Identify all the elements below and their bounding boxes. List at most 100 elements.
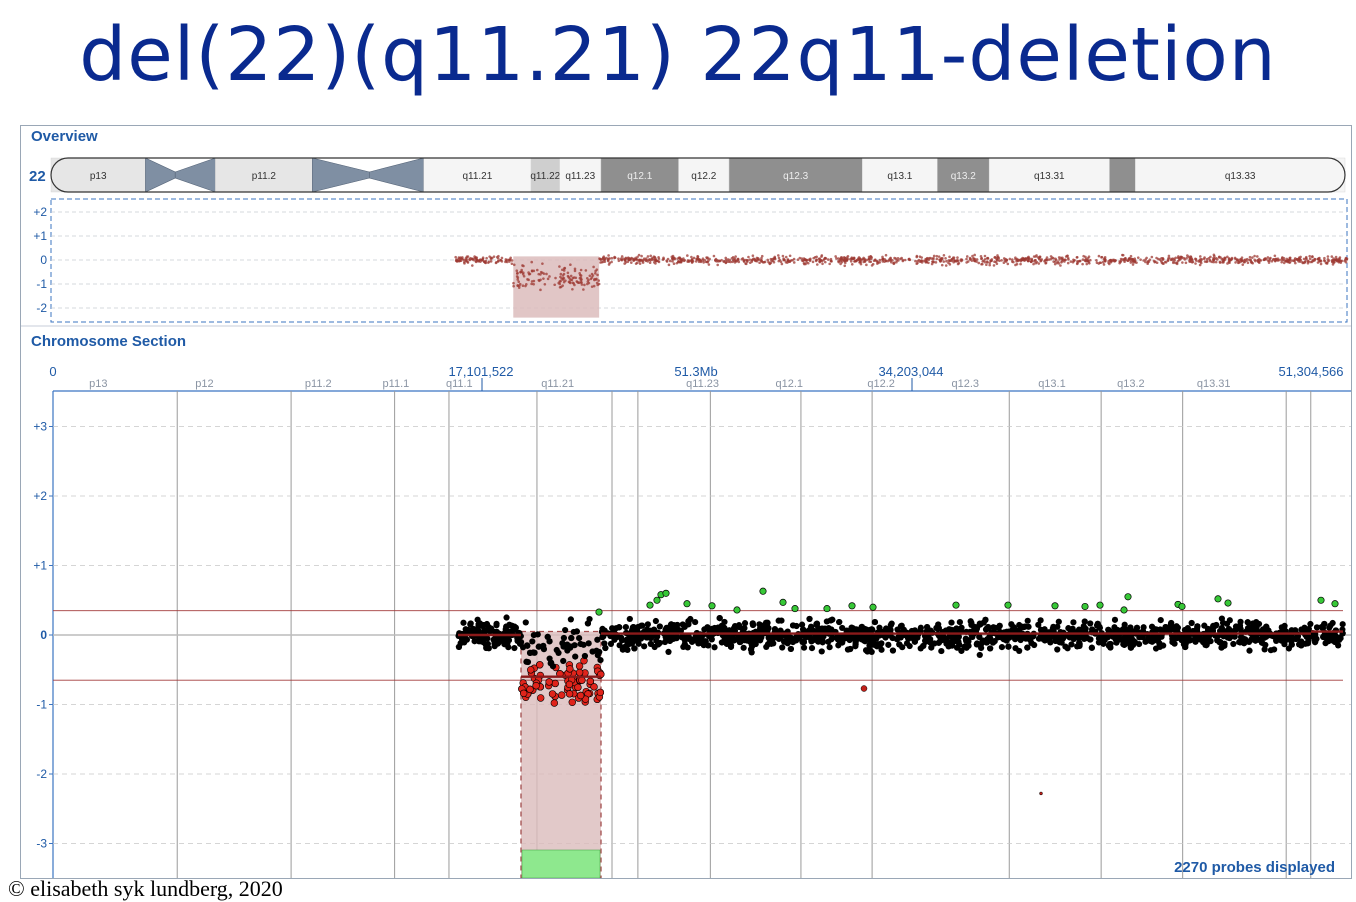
overview-probe-point: [564, 279, 567, 282]
overview-probe-point: [699, 258, 702, 262]
overview-probe-point: [884, 259, 888, 263]
probe-point: [568, 698, 576, 706]
overview-probe-point: [986, 261, 989, 264]
probe-point: [1240, 640, 1248, 647]
probe-point: [692, 618, 699, 626]
overview-probe-point: [545, 272, 548, 276]
overview-probe-point: [823, 256, 827, 260]
probe-point: [778, 617, 785, 624]
overview-probe-point: [607, 263, 611, 266]
overview-probe-point: [1212, 258, 1216, 262]
overview-probe-point: [956, 256, 959, 259]
overview-probe-point: [542, 272, 546, 275]
deletion-marker-bar[interactable]: [521, 849, 601, 878]
overview-probe-point: [995, 258, 999, 261]
ideogram-band: [1135, 157, 1346, 193]
probe-point: [1253, 624, 1260, 631]
probe-point: [920, 642, 927, 650]
probe-point: [1329, 632, 1336, 639]
overview-probe-point: [646, 255, 650, 258]
overview-probe-point: [748, 258, 752, 261]
probe-point: [1059, 635, 1067, 642]
probe-point: [1114, 626, 1121, 634]
overview-probe-point: [566, 271, 570, 275]
overview-probe-point: [1207, 256, 1211, 260]
probe-point: [504, 640, 511, 647]
overview-probe-point: [541, 262, 544, 265]
overview-probe-point: [569, 263, 572, 267]
overview-probe-point: [844, 261, 847, 265]
probe-point: [1267, 647, 1275, 654]
overview-probe-point: [1032, 262, 1035, 266]
overview-probe-point: [1045, 258, 1049, 262]
probe-point: [1055, 618, 1062, 625]
gain-probe-point: [1214, 595, 1222, 603]
overview-probe-point: [677, 259, 680, 263]
overview-probe-point: [512, 263, 516, 267]
overview-probe-point: [1032, 255, 1036, 258]
overview-probe-point: [1311, 255, 1314, 258]
overview-deletion-region[interactable]: [513, 256, 600, 318]
overview-probe-point: [1010, 258, 1014, 261]
overview-probe-point: [475, 258, 479, 262]
overview-probe-point: [1326, 257, 1330, 261]
overview-probe-point: [1199, 255, 1202, 258]
overview-probe-point: [522, 264, 525, 268]
overview-probe-point: [993, 256, 996, 259]
probe-point: [996, 622, 1003, 629]
chromosome-ideogram[interactable]: p13 p11.2 q11.21 q11.22 q11.23 q12.1 q12.2 q12.…: [50, 157, 1346, 193]
probe-point: [512, 624, 519, 631]
probe-point: [976, 651, 983, 659]
overview-probe-point: [869, 254, 873, 258]
overview-probe-point: [530, 282, 533, 286]
overview-probe-point: [893, 256, 896, 260]
overview-probe-point: [758, 261, 761, 265]
overview-probe-point: [796, 258, 800, 262]
viewer-svg[interactable]: 22 p13 p11.2 q11.21 q11.22 q11.23 q12.1 q12.2 q…: [21, 126, 1351, 878]
overview-probe-point: [1069, 260, 1073, 263]
overview-probe-point: [1298, 257, 1302, 261]
probe-point: [535, 643, 542, 650]
probe-point: [602, 644, 609, 652]
overview-probe-point: [626, 256, 630, 259]
section-y-tick-label: 0: [40, 628, 47, 642]
overview-probe-point: [820, 259, 824, 263]
overview-probe-point: [865, 263, 868, 267]
centromere-band: [174, 157, 216, 193]
overview-probe-point: [1139, 258, 1142, 261]
overview-probe-point: [1113, 260, 1116, 263]
probe-point: [1248, 636, 1255, 643]
overview-probe-point: [521, 272, 525, 276]
probe-point: [666, 637, 673, 644]
probe-point: [747, 646, 755, 653]
probe-point: [616, 642, 623, 649]
overview-probe-point: [573, 269, 577, 273]
probe-point: [680, 633, 687, 640]
overview-probe-point: [613, 256, 616, 260]
copyright-notice: © elisabeth syk lundberg, 2020: [8, 876, 283, 901]
probe-point: [1236, 622, 1244, 629]
gain-probe-point: [791, 605, 799, 613]
overview-probe-point: [752, 257, 755, 261]
overview-probe-point: [828, 262, 831, 266]
ideogram-band: [862, 157, 938, 193]
probe-point: [825, 638, 832, 645]
probe-point: [1204, 625, 1212, 633]
probe-point: [631, 645, 638, 652]
probe-point: [558, 691, 566, 699]
overview-probe-point: [1246, 261, 1250, 265]
probe-point: [1319, 625, 1327, 632]
probe-point: [522, 619, 529, 626]
overview-probe-point: [584, 269, 588, 272]
overview-probe-point: [952, 256, 956, 259]
probe-point: [765, 641, 772, 648]
probe-point: [702, 638, 709, 645]
probe-point: [1087, 620, 1094, 627]
overview-probe-point: [1121, 258, 1125, 261]
overview-probe-point: [1144, 258, 1147, 261]
overview-probe-point: [1019, 259, 1023, 263]
gain-probe-point: [708, 602, 716, 610]
overview-probe-point: [788, 254, 792, 258]
overview-probe-point: [789, 259, 793, 262]
section-band-label: q11.23: [686, 378, 719, 390]
